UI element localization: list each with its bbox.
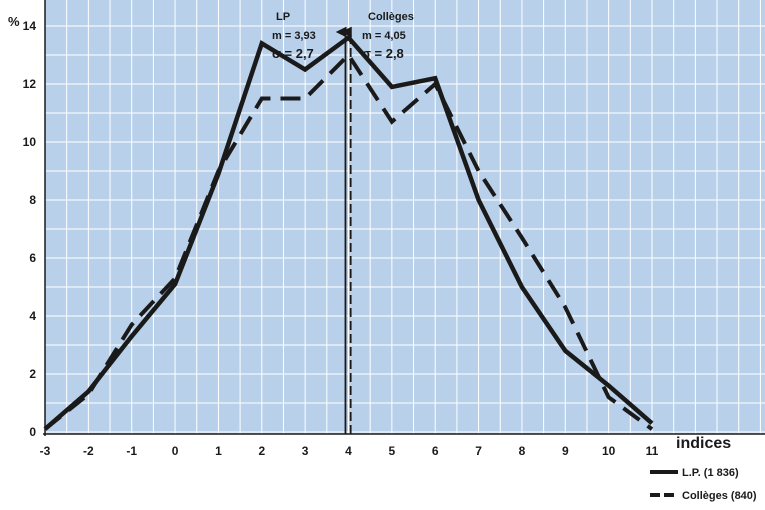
x-tick-label: -2: [83, 444, 94, 458]
x-tick-label: 4: [345, 444, 352, 458]
y-axis-label: %: [8, 14, 20, 29]
mean-value-label: m = 4,05: [362, 30, 406, 42]
y-tick-label: 8: [29, 193, 36, 207]
y-tick-label: 4: [29, 309, 36, 323]
x-tick-label: 1: [215, 444, 222, 458]
mean-markers: LP m = 3,93 σ = 2,7 Collèges m = 4,05 σ = 2,8: [272, 11, 414, 434]
plot-background: [45, 0, 765, 434]
series-lines: [43, 34, 654, 431]
x-tick-label: 9: [562, 444, 569, 458]
series-line-colleges-840: [43, 51, 654, 431]
x-tick-label: -1: [126, 444, 137, 458]
legend-label-colleges-840: Collèges (840): [682, 490, 757, 502]
mean-group-label: LP: [276, 11, 290, 23]
legend: L.P. (1 836) Collèges (840): [650, 467, 757, 502]
grid-lines: [44, 0, 765, 434]
sigma-value-label: σ = 2,8: [362, 46, 404, 61]
sigma-value-label: σ = 2,7: [272, 46, 314, 61]
x-tick-label: -3: [40, 444, 51, 458]
x-tick-label: 3: [302, 444, 309, 458]
x-tick-label: 5: [389, 444, 396, 458]
y-tick-label: 0: [29, 425, 36, 439]
legend-label-l-p-1-836: L.P. (1 836): [682, 467, 739, 479]
y-tick-label: 2: [29, 367, 36, 381]
x-axis-label: indices: [676, 435, 731, 452]
mean-value-label: m = 3,93: [272, 30, 316, 42]
y-tick-label: 10: [23, 135, 37, 149]
y-tick-label: 6: [29, 251, 36, 265]
y-tick-label: 14: [23, 19, 37, 33]
axes: [43, 0, 765, 436]
x-tick-label: 8: [519, 444, 526, 458]
x-tick-label: 7: [475, 444, 482, 458]
y-tick-labels: 0 2 4 6 8 10 12 14: [23, 19, 37, 439]
x-tick-label: 10: [602, 444, 616, 458]
x-tick-labels: -3 -2 -1 0 1 2 3 4 5 6 7 8 9 10 11: [40, 444, 659, 458]
x-tick-label: 6: [432, 444, 439, 458]
y-tick-label: 12: [23, 77, 37, 91]
x-tick-label: 11: [646, 444, 659, 458]
x-tick-label: 0: [172, 444, 179, 458]
x-tick-label: 2: [258, 444, 265, 458]
mean-group-label: Collèges: [368, 11, 414, 23]
axis-labels: % indices: [8, 14, 731, 452]
